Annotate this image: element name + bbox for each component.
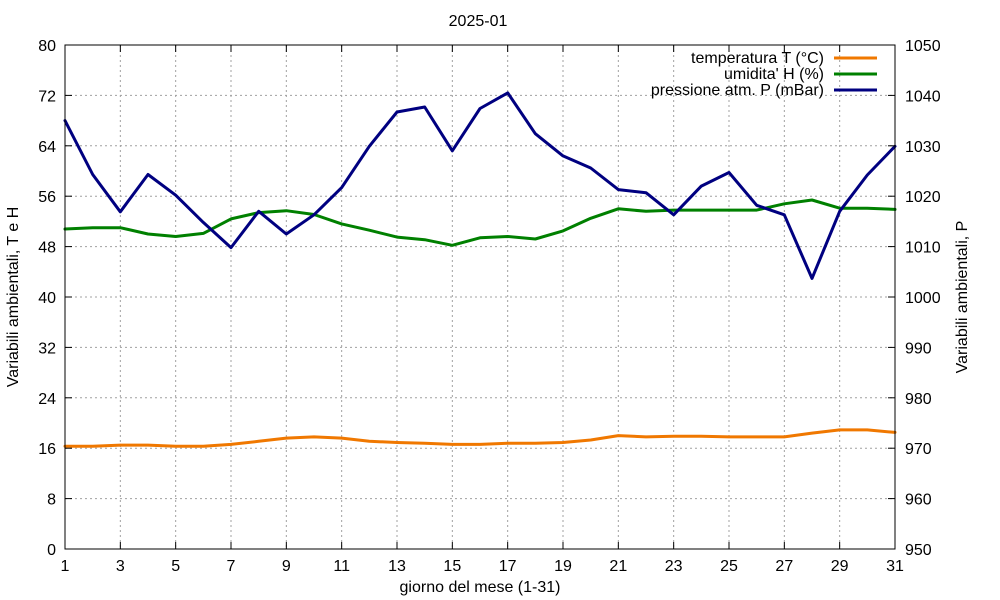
- x-tick-label: 19: [554, 558, 572, 575]
- y2-tick-label: 970: [905, 441, 932, 458]
- x-tick-label: 7: [227, 558, 236, 575]
- y2-tick-label: 980: [905, 391, 932, 408]
- y-tick-label: 64: [38, 139, 56, 156]
- y2-tick-label: 1050: [905, 38, 941, 55]
- x-axis-label: giorno del mese (1-31): [400, 579, 561, 596]
- series-line-1: [63, 428, 897, 448]
- y2-tick-label: 960: [905, 492, 932, 509]
- y-tick-label: 48: [38, 240, 56, 257]
- series-line-3: [63, 91, 897, 280]
- legend-label: pressione atm. P (mBar): [651, 82, 824, 99]
- x-tick-label: 31: [886, 558, 904, 575]
- x-tick-label: 25: [720, 558, 738, 575]
- x-tick-label: 13: [388, 558, 406, 575]
- x-tick-label: 11: [333, 558, 350, 575]
- x-tick-label: 1: [61, 558, 70, 575]
- x-tick-label: 3: [116, 558, 125, 575]
- y-tick-label: 24: [38, 391, 56, 408]
- y-tick-label: 80: [38, 38, 56, 55]
- y2-tick-label: 1030: [905, 139, 941, 156]
- y-tick-label: 72: [38, 88, 56, 105]
- x-tick-label: 29: [831, 558, 849, 575]
- legend: temperatura T (°C)umidita' H (%)pression…: [651, 50, 877, 99]
- y-tick-label: 8: [47, 492, 56, 509]
- series-line-2: [63, 198, 897, 247]
- y-tick-label: 32: [38, 340, 56, 357]
- legend-label: umidita' H (%): [724, 66, 824, 83]
- y-tick-label: 16: [38, 441, 56, 458]
- axis-ticks: 1 3 5 7 9 11 13 15 17 19 21 23 25 27 29 310816243240485…: [38, 38, 940, 575]
- y-tick-label: 40: [38, 290, 56, 307]
- y2-axis-label: Variabili ambientali, P: [954, 221, 971, 374]
- y2-tick-label: 1040: [905, 88, 941, 105]
- y2-tick-label: 950: [905, 542, 932, 559]
- x-tick-label: 23: [665, 558, 683, 575]
- y2-tick-label: 1020: [905, 189, 941, 206]
- x-tick-label: 17: [499, 558, 517, 575]
- chart-title: 2025-01: [449, 13, 508, 30]
- y-tick-label: 0: [47, 542, 56, 559]
- x-tick-label: 27: [775, 558, 793, 575]
- x-tick-label: 9: [282, 558, 291, 575]
- legend-label: temperatura T (°C): [691, 50, 824, 67]
- series-lines: [63, 91, 897, 448]
- y2-tick-label: 1000: [905, 290, 941, 307]
- y2-tick-label: 990: [905, 340, 932, 357]
- y-tick-label: 56: [38, 189, 56, 206]
- grid: [65, 45, 895, 549]
- x-tick-label: 5: [171, 558, 180, 575]
- x-tick-label: 15: [443, 558, 461, 575]
- x-tick-label: 21: [609, 558, 627, 575]
- y-axis-label: Variabili ambientali, T e H: [5, 207, 22, 388]
- y2-tick-label: 1010: [905, 240, 941, 257]
